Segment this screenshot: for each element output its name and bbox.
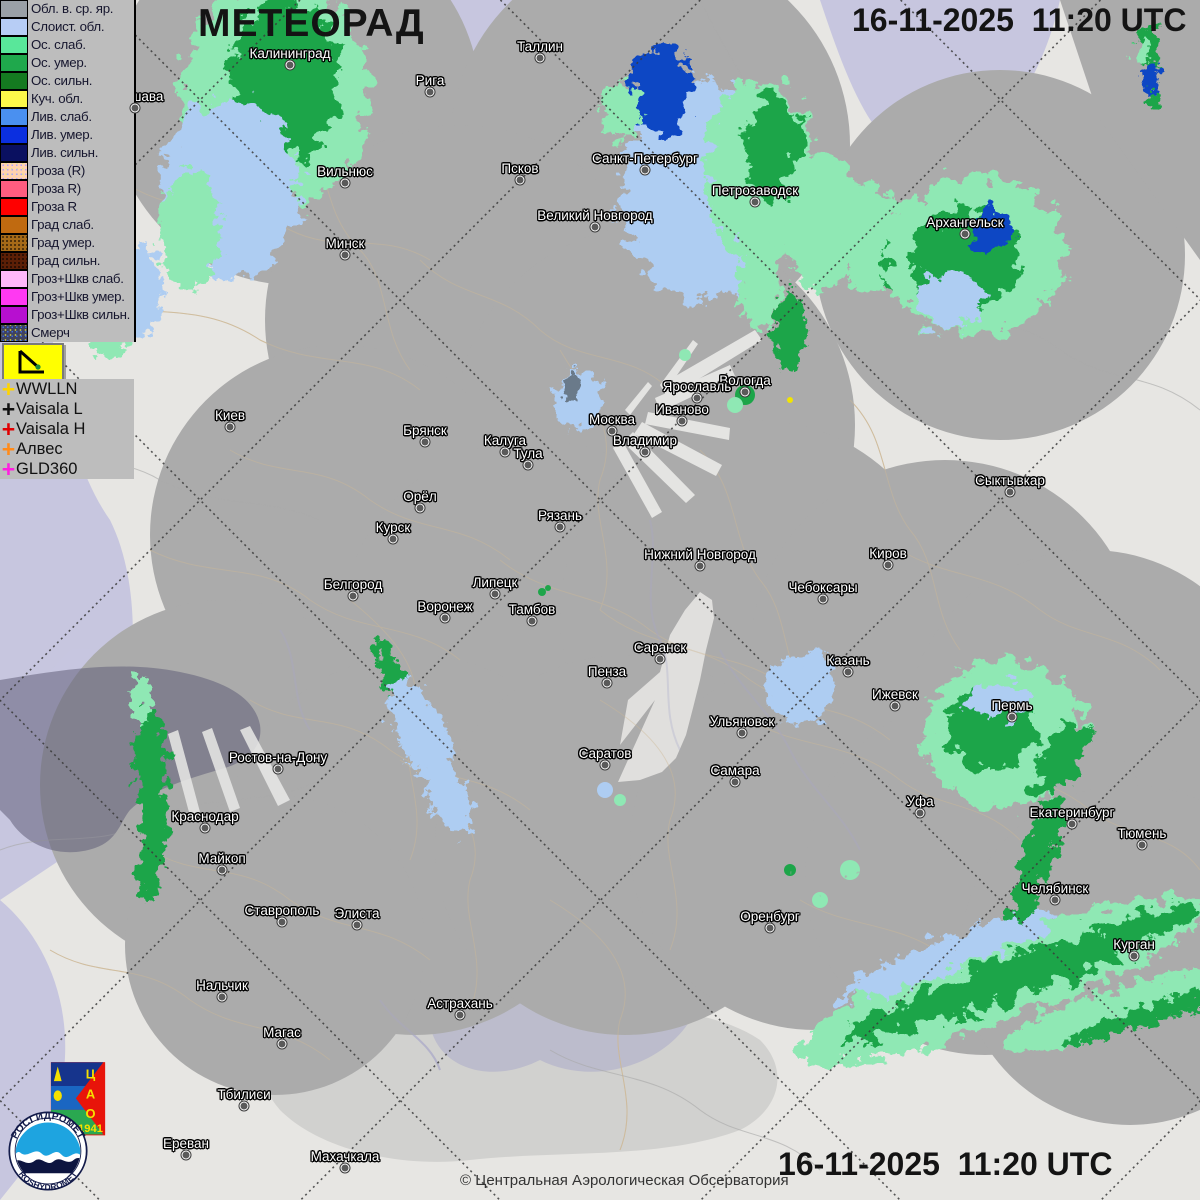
svg-text:А: А: [86, 1086, 95, 1101]
svg-text:Ц: Ц: [86, 1067, 96, 1082]
